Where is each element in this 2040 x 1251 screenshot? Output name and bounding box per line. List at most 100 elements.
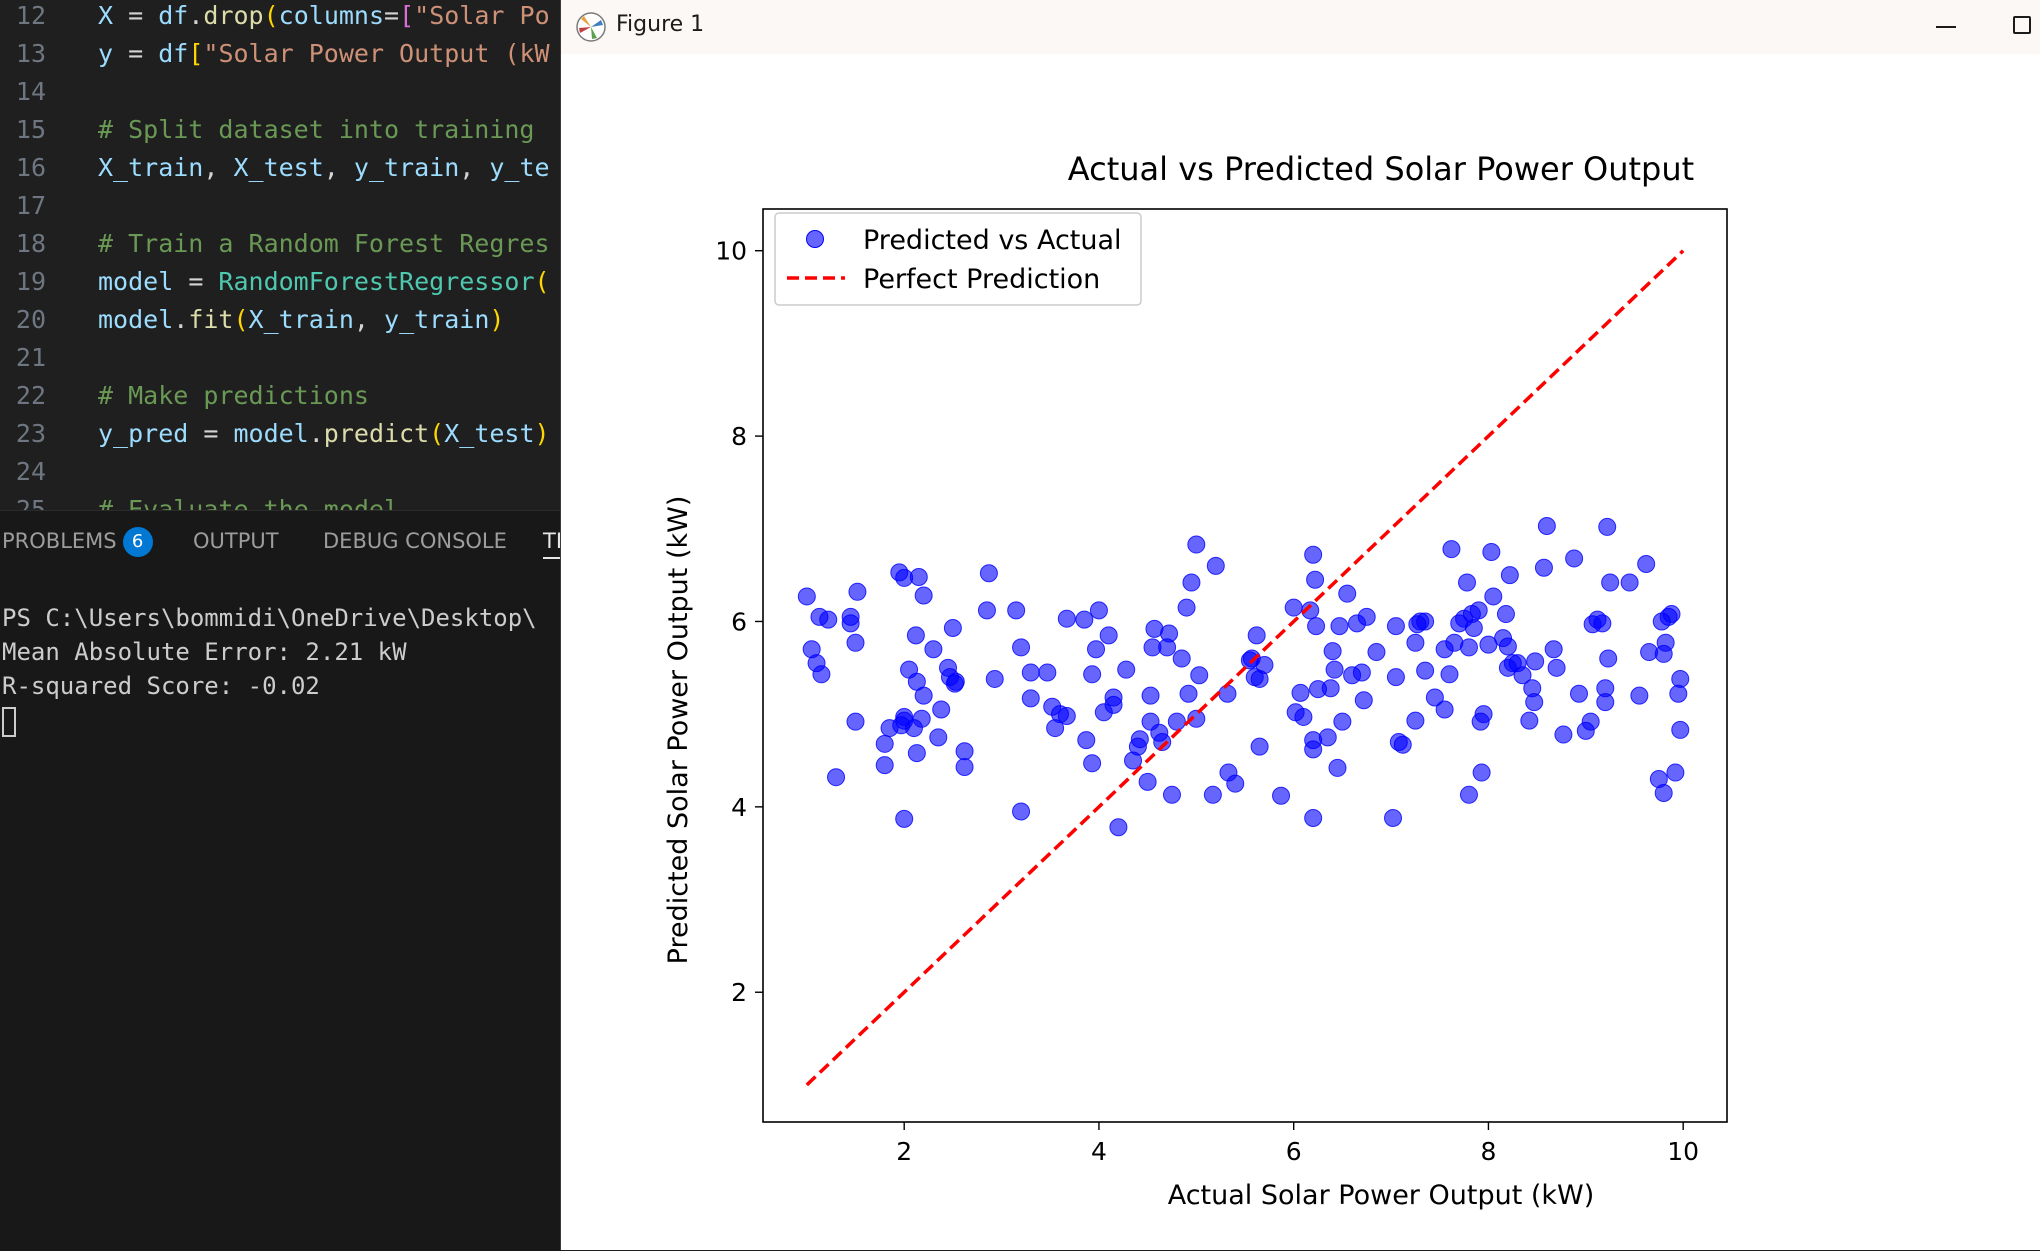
scatter-point: [1328, 758, 1347, 777]
scatter-point: [1099, 626, 1118, 645]
maximize-icon: [2013, 16, 2031, 34]
line-number: 24: [15, 457, 46, 486]
scatter-point: [1599, 649, 1618, 668]
scatter-point: [1104, 695, 1123, 714]
y-tick-label: 2: [731, 978, 747, 1007]
scatter-point: [1482, 542, 1501, 561]
scatter-point: [907, 744, 926, 763]
scatter-point: [1038, 663, 1057, 682]
scatter-point: [1464, 618, 1483, 637]
code-token: y_train: [353, 153, 460, 182]
code-token: "Solar Power Output (kW: [203, 39, 550, 68]
scatter-point: [1338, 584, 1357, 603]
scatter-point: [1330, 617, 1349, 636]
scatter-point: [1138, 772, 1157, 791]
scatter-point: [819, 610, 838, 629]
scatter-point: [1637, 555, 1656, 574]
figure-titlebar[interactable]: Figure 1: [561, 0, 2040, 54]
code-token: y_pred: [98, 419, 189, 448]
scatter-point: [1484, 587, 1503, 606]
scatter-point: [1057, 609, 1076, 628]
code-text: # Evaluate the model: [98, 491, 399, 510]
scatter-point: [1012, 802, 1031, 821]
code-token: X_test: [233, 153, 324, 182]
code-token: drop: [203, 1, 264, 30]
code-token: X_train: [248, 305, 354, 334]
scatter-point: [1130, 730, 1149, 749]
scatter-point: [1255, 656, 1274, 675]
scatter-point: [1247, 626, 1266, 645]
scatter-point: [1182, 573, 1201, 592]
scatter-point: [1087, 640, 1106, 659]
code-text: # Split dataset into training: [98, 111, 550, 149]
scatter-point: [955, 742, 974, 761]
scatter-point: [895, 809, 914, 828]
line-number: 12: [15, 1, 46, 30]
scatter-point: [848, 582, 867, 601]
code-token: columns: [278, 1, 385, 30]
scatter-point: [1172, 649, 1191, 668]
minimize-button[interactable]: [1911, 0, 1981, 54]
scatter-point: [1406, 711, 1425, 730]
scatter-point: [1306, 570, 1325, 589]
scatter-point: [1662, 605, 1681, 624]
terminal-cursor: [2, 707, 16, 737]
chart-title: Actual vs Predicted Solar Power Output: [1068, 150, 1694, 188]
scatter-point: [1226, 774, 1245, 793]
scatter-plot: 2 4 6 8 10 2 4 6 8 10 Actual vs Predicted Solar P…: [663, 150, 1728, 1211]
code-token: # Train a Random Forest Regres: [98, 229, 550, 258]
line-number: 20: [15, 305, 46, 334]
scatter-point: [1307, 617, 1326, 636]
scatter-point: [912, 709, 931, 728]
code-token: ,: [353, 305, 385, 334]
scatter-point: [1057, 707, 1076, 726]
legend: Predicted vs Actual Perfect Prediction: [774, 212, 1142, 306]
code-token: y_train: [384, 305, 490, 334]
scatter-point: [943, 618, 962, 637]
x-tick-label: 2: [896, 1137, 912, 1166]
terminal-output-mae: Mean Absolute Error: 2.21 kW: [2, 638, 407, 666]
scatter-point: [1596, 679, 1615, 698]
scatter-point: [932, 700, 951, 719]
scatter-point: [1534, 558, 1553, 577]
line-number: 14: [15, 77, 46, 106]
terminal-output-r2: R-squared Score: -0.02: [2, 672, 320, 700]
scatter-point: [1357, 607, 1376, 626]
scatter-point: [1544, 640, 1563, 659]
tab-problems[interactable]: PROBLEMS 6: [2, 525, 153, 557]
scatter-point: [1666, 763, 1685, 782]
scatter-point: [1598, 517, 1617, 536]
scatter-point: [1458, 573, 1477, 592]
scatter-point: [1304, 545, 1323, 564]
code-token: "Solar Po: [414, 1, 550, 30]
scatter-point: [1547, 658, 1566, 677]
code-text: y = df["Solar Power Output (kW: [98, 35, 550, 73]
scatter-point: [985, 669, 1004, 688]
maximize-button[interactable]: [1991, 0, 2040, 54]
scatter-point: [1671, 720, 1690, 739]
scatter-point: [909, 567, 928, 586]
scatter-point: [1425, 688, 1444, 707]
code-token: .: [188, 1, 204, 30]
scatter-point: [812, 665, 831, 684]
line-number: 21: [15, 343, 46, 372]
tab-debug-console[interactable]: DEBUG CONSOLE: [323, 529, 507, 553]
line-number: 17: [15, 191, 46, 220]
code-editor[interactable]: 12 X = df.drop(columns=["Solar Po 13 y = df…: [0, 0, 560, 510]
scatter-point: [1513, 666, 1532, 685]
code-token: predict: [323, 419, 430, 448]
tab-output[interactable]: OUTPUT: [193, 529, 279, 553]
code-token: =: [113, 1, 159, 30]
scatter-point: [1416, 661, 1435, 680]
scatter-point: [1442, 540, 1461, 559]
y-tick-label: 8: [731, 422, 747, 451]
y-axis-label: Predicted Solar Power Output (kW): [663, 496, 694, 965]
scatter-point: [1167, 712, 1186, 731]
scatter-point: [1304, 808, 1323, 827]
code-token: [: [188, 39, 204, 68]
scatter-point: [1304, 740, 1323, 759]
figure-window: Figure 1 2 4 6 8 10 2 4 6 8 10 Actual vs Predicte…: [560, 0, 2040, 1250]
legend-label-line: Perfect Prediction: [863, 264, 1100, 295]
code-token: ): [489, 305, 505, 334]
tab-terminal[interactable]: TE: [543, 525, 560, 559]
